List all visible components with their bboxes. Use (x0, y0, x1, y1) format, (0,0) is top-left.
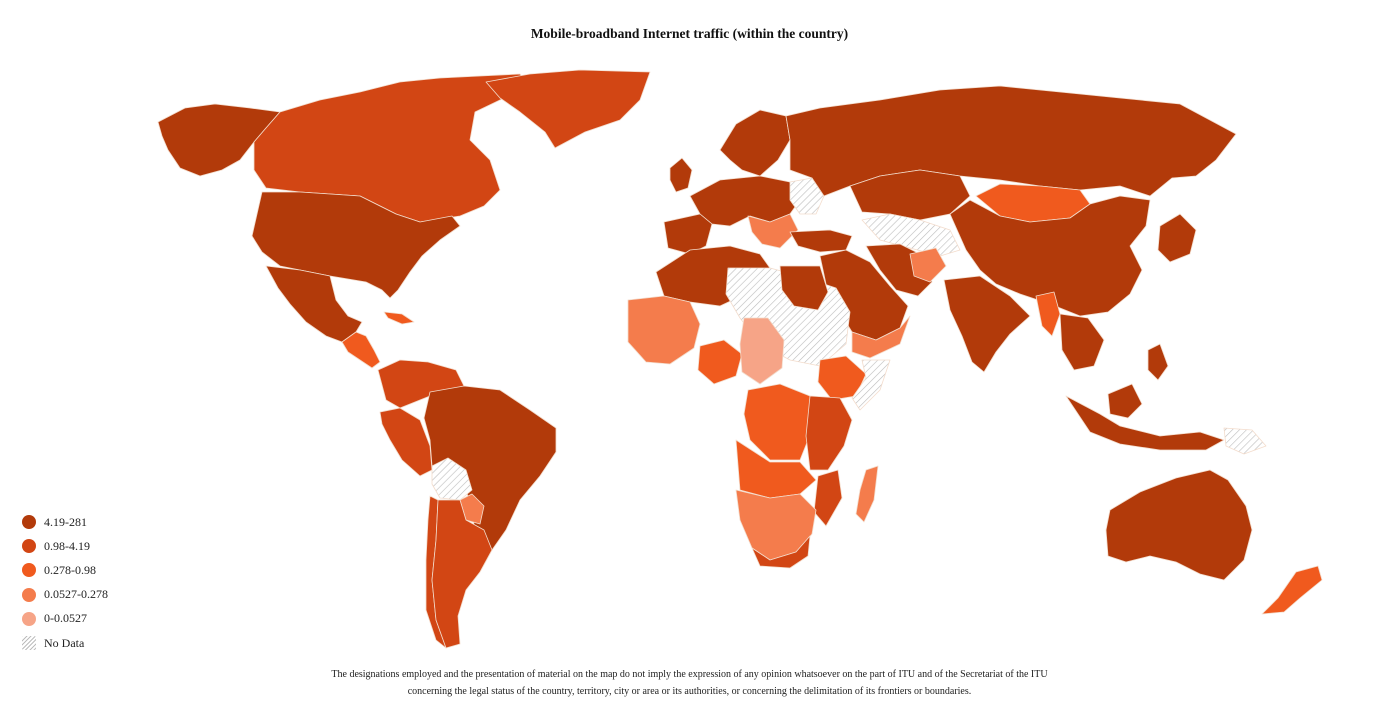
region-myanmar[interactable] (1035, 291, 1061, 337)
region-south-africa[interactable] (751, 535, 811, 569)
legend-item: 0-0.0527 (22, 607, 172, 631)
region-cuba[interactable] (383, 311, 415, 325)
region-bolivia[interactable] (431, 457, 473, 501)
region-angola-zambia[interactable] (735, 439, 817, 499)
legend-swatch (22, 515, 36, 530)
region-madagascar[interactable] (855, 465, 879, 523)
legend-label: 0.278-0.98 (44, 562, 96, 577)
legend-label: 0-0.0527 (44, 611, 87, 626)
region-russia[interactable] (785, 85, 1237, 197)
legend-item: 4.19-281 (22, 510, 172, 534)
region-india[interactable] (943, 275, 1031, 373)
legend: 4.19-281 0.98-4.19 0.278-0.98 0.0527-0.2… (22, 510, 172, 655)
disclaimer-line-2: concerning the legal status of the count… (407, 686, 972, 697)
region-egypt[interactable] (779, 265, 829, 311)
region-central-africa[interactable] (743, 383, 813, 461)
region-balkans[interactable] (747, 213, 799, 249)
legend-swatch (22, 611, 36, 626)
region-china[interactable] (949, 195, 1151, 317)
region-uk[interactable] (669, 157, 693, 193)
legend-item-no-data: No Data (22, 631, 172, 655)
region-east-africa[interactable] (805, 395, 853, 471)
region-alaska[interactable] (157, 103, 281, 177)
region-west-africa[interactable] (627, 295, 701, 365)
region-argentina[interactable] (431, 499, 493, 649)
region-scandinavia[interactable] (719, 109, 791, 177)
region-mozambique[interactable] (813, 469, 843, 527)
legend-swatch (22, 539, 36, 554)
legend-item: 0.98-4.19 (22, 534, 172, 558)
legend-item: 0.0527-0.278 (22, 583, 172, 607)
legend-label-no-data: No Data (44, 635, 85, 650)
region-sahel[interactable] (739, 317, 785, 385)
legend-label: 4.19-281 (44, 514, 87, 529)
region-philippines[interactable] (1147, 343, 1169, 381)
region-australia[interactable] (1105, 469, 1253, 581)
region-new-zealand[interactable] (1261, 565, 1323, 615)
region-canada[interactable] (253, 73, 531, 223)
region-greenland[interactable] (485, 69, 651, 149)
region-somalia[interactable] (851, 359, 891, 411)
legend-swatch (22, 563, 36, 578)
region-borneo[interactable] (1107, 383, 1143, 419)
region-central-asia[interactable] (861, 213, 961, 257)
region-usa[interactable] (251, 191, 461, 299)
no-data-swatch (22, 636, 36, 651)
legend-label: 0.98-4.19 (44, 538, 90, 553)
legend-item: 0.278-0.98 (22, 558, 172, 582)
region-turkey[interactable] (789, 229, 853, 253)
map-title: Mobile-broadband Internet traffic (withi… (530, 26, 849, 41)
legend-label: 0.0527-0.278 (44, 587, 108, 602)
region-brazil[interactable] (423, 385, 557, 551)
region-yemen-oman[interactable] (851, 315, 911, 359)
region-peru-ecuador[interactable] (379, 407, 433, 477)
region-nigeria[interactable] (697, 339, 743, 385)
region-afghanistan[interactable] (909, 247, 947, 283)
region-korea-japan[interactable] (1157, 213, 1197, 263)
region-southeast-asia[interactable] (1059, 313, 1105, 371)
region-papua[interactable] (1223, 427, 1267, 455)
region-iberia[interactable] (663, 213, 713, 255)
region-central-america[interactable] (341, 331, 381, 369)
disclaimer-line-1: The designations employed and the presen… (331, 669, 1048, 680)
region-indonesia[interactable] (1065, 395, 1225, 451)
legend-swatch (22, 587, 36, 602)
region-kazakhstan[interactable] (849, 169, 971, 221)
